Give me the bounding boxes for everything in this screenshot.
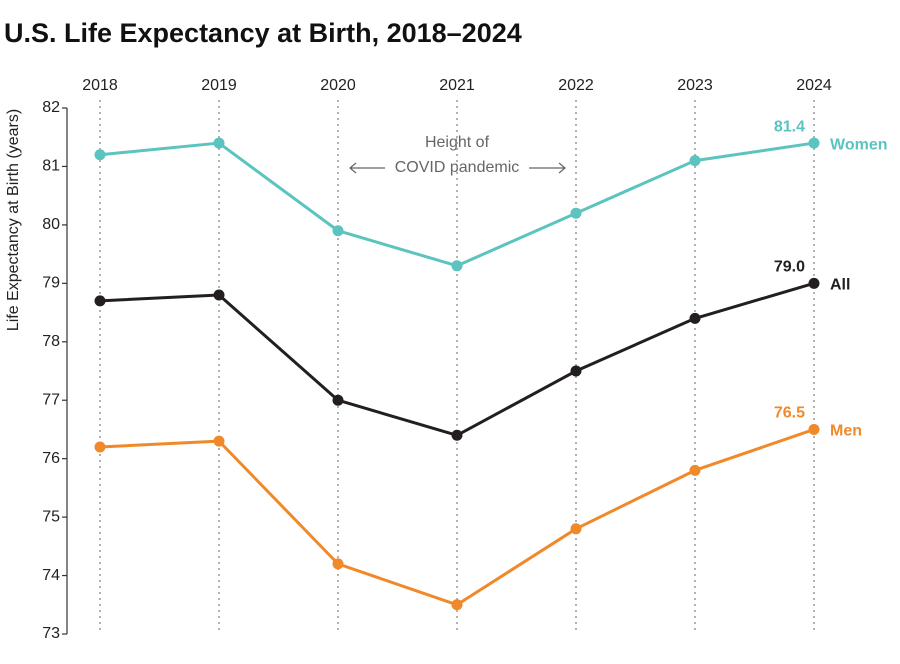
point (570, 523, 582, 535)
point (808, 423, 820, 435)
point (808, 137, 820, 149)
point (213, 289, 225, 301)
point (332, 394, 344, 406)
point (94, 149, 106, 161)
x-tick-label: 2024 (796, 77, 832, 94)
point (689, 464, 701, 476)
y-tick-label: 79 (42, 275, 60, 292)
value-label: 81.4 (774, 118, 805, 135)
y-axis-label: Life Expectancy at Birth (years) (5, 109, 22, 331)
point (451, 599, 463, 611)
x-tick-label: 2018 (82, 77, 118, 94)
y-tick-label: 76 (42, 450, 60, 467)
y-tick-label: 78 (42, 333, 60, 350)
y-tick-label: 75 (42, 508, 60, 525)
value-label: 79.0 (774, 259, 805, 276)
point (94, 441, 106, 453)
y-tick-label: 80 (42, 216, 60, 233)
point (451, 429, 463, 441)
legend-label: All (830, 277, 850, 294)
point (213, 137, 225, 149)
y-tick-label: 74 (42, 567, 60, 584)
point (570, 207, 582, 219)
y-tick-label: 82 (42, 99, 60, 116)
chart-title: U.S. Life Expectancy at Birth, 2018–2024 (4, 18, 522, 48)
legend-label: Women (830, 136, 887, 153)
x-tick-label: 2023 (677, 77, 713, 94)
legend-label: Men (830, 423, 862, 440)
point (808, 277, 820, 289)
point (332, 225, 344, 237)
y-tick-label: 77 (42, 391, 60, 408)
value-label: 76.5 (774, 405, 805, 422)
point (689, 155, 701, 167)
x-tick-label: 2019 (201, 77, 237, 94)
point (451, 260, 463, 272)
annotation-arrow (349, 162, 566, 174)
point (689, 312, 701, 324)
y-tick-label: 81 (42, 158, 60, 175)
point (332, 558, 344, 570)
point (213, 435, 225, 447)
x-tick-label: 2022 (558, 77, 594, 94)
x-tick-label: 2020 (320, 77, 356, 94)
x-tick-label: 2021 (439, 77, 475, 94)
point (570, 365, 582, 377)
point (94, 295, 106, 307)
y-tick-label: 73 (42, 625, 60, 642)
